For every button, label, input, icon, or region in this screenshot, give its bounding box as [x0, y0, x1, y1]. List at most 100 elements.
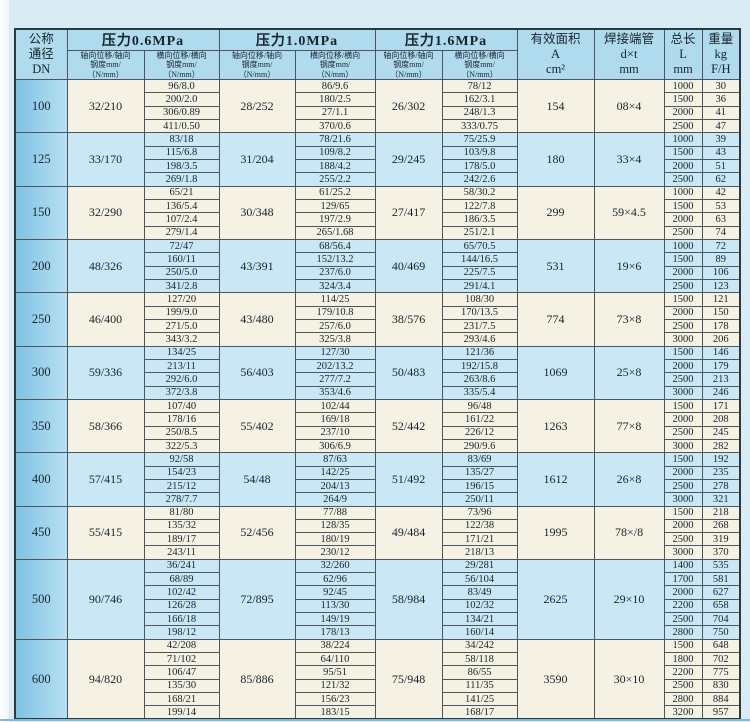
- lateral-value-1-0mpa: 202/13.2: [294, 358, 376, 374]
- table-row: 168/21 156/23 141/25 2800 884: [15, 692, 741, 707]
- weight-cell: 535: [701, 558, 741, 574]
- weight-cell: 30: [701, 78, 741, 94]
- axial-value-1-6mpa: 26/302: [374, 78, 443, 134]
- lateral-value-0-6mpa: 213/11: [143, 358, 220, 374]
- lateral-value-0-6mpa: 271/5.0: [143, 318, 220, 334]
- total-length-cell: 1500: [663, 145, 703, 160]
- page-left-margin: [0, 0, 9, 722]
- total-length-cell: 2500: [663, 612, 703, 627]
- weld-end-pipe-cell: 78×/8: [593, 505, 665, 560]
- dn-cell: 300: [14, 345, 68, 400]
- axial-value-1-0mpa: 43/391: [218, 238, 296, 294]
- lateral-value-0-6mpa: 83/18: [143, 132, 220, 147]
- lateral-value-1-0mpa: 92/45: [294, 585, 376, 600]
- lateral-value-1-6mpa: 160/14: [441, 625, 518, 640]
- lateral-value-1-0mpa: 128/35: [294, 518, 376, 534]
- axial-value-1-6mpa: 40/469: [374, 238, 443, 294]
- total-length-cell: 1000: [663, 78, 703, 94]
- lateral-value-1-6mpa: 144/16.5: [441, 252, 518, 267]
- total-length-cell: 3000: [663, 545, 703, 560]
- table-row: 600 94/820 42/208 85/886 38/224 75/948 34/242 3…: [14, 638, 741, 720]
- effective-area-cell: 1069: [516, 345, 595, 400]
- lateral-value-0-6mpa: 107/2.4: [143, 212, 220, 227]
- lateral-value-1-6mpa: 56/104: [441, 572, 518, 587]
- axial-value-1-6mpa: 75/948: [374, 638, 443, 720]
- lateral-value-1-6mpa: 192/15.8: [441, 358, 518, 374]
- total-length-cell: 1500: [663, 292, 703, 307]
- lateral-value-1-6mpa: 108/30: [441, 292, 518, 307]
- lateral-value-1-6mpa: 102/32: [441, 598, 518, 614]
- lateral-value-0-6mpa: 106/47: [143, 665, 220, 680]
- lateral-value-1-6mpa: 168/17: [441, 705, 518, 720]
- lateral-value-1-0mpa: 121/32: [294, 678, 376, 694]
- table-row: 243/11 230/12 218/13 3000 370: [15, 545, 741, 560]
- lateral-value-1-0mpa: 78/21.6: [294, 132, 376, 147]
- table-row: 100 32/210 96/8.0 28/252 86/9.6 26/302 78/12 15…: [14, 78, 741, 134]
- total-length-cell: 2000: [663, 358, 703, 374]
- weight-cell: 74: [701, 225, 741, 240]
- lateral-value-1-6mpa: 335/5.4: [441, 385, 518, 400]
- total-length-cell: 2500: [663, 318, 703, 334]
- weld-end-pipe-cell: 25×8: [593, 345, 665, 400]
- effective-area-cell: 299: [516, 185, 595, 240]
- lateral-value-1-0mpa: 27/1.1: [294, 105, 376, 120]
- lateral-value-1-6mpa: 83/49: [441, 585, 518, 600]
- effective-area-cell: 3590: [516, 638, 595, 720]
- table-row: 300 59/336 134/25 56/403 127/30 50/483 121/36 1…: [14, 345, 741, 400]
- table-row: 292/6.0 277/7.2 263/8.6 2500 213: [15, 372, 741, 387]
- total-length-cell: 2200: [663, 598, 703, 614]
- lateral-value-1-6mpa: 58/118: [441, 652, 518, 667]
- table-row: 199/14 183/15 168/17 3200 957: [15, 705, 741, 720]
- lateral-value-1-0mpa: 87/63: [294, 452, 376, 467]
- table-row: 411/0.50 370/0.6 333/0.75 2500 47: [15, 118, 741, 134]
- lateral-value-0-6mpa: 199/14: [143, 705, 220, 720]
- weight-cell: 150: [701, 305, 741, 320]
- lateral-value-1-0mpa: 188/4.2: [294, 158, 376, 174]
- axial-value-1-6mpa: 51/492: [374, 452, 443, 507]
- total-length-cell: 2000: [663, 305, 703, 320]
- lateral-value-1-6mpa: 135/27: [441, 465, 518, 480]
- weight-cell: 206: [701, 332, 741, 347]
- weight-cell: 63: [701, 212, 741, 227]
- table-row: 250/8.5 237/10 226/12 2500 245: [15, 425, 741, 440]
- axial-value-0-6mpa: 55/415: [66, 505, 145, 560]
- lateral-value-0-6mpa: 154/23: [143, 465, 220, 480]
- weld-end-pipe-cell: 77×8: [593, 398, 665, 454]
- lateral-value-1-0mpa: 152/13.2: [294, 252, 376, 267]
- weight-cell: 178: [701, 318, 741, 334]
- weld-end-pipe-cell: 29×10: [593, 558, 665, 640]
- lateral-value-1-0mpa: 127/30: [294, 345, 376, 360]
- lateral-value-1-6mpa: 161/22: [441, 412, 518, 427]
- expansion-joint-spec-table: 公称 通径 DN 压力0.6MPa 压力1.0MPa 压力1.6MPa 有效面积…: [14, 28, 742, 721]
- weight-cell: 43: [701, 145, 741, 160]
- header-axial-1.0: 轴向位移/轴向 钢度mm/ （N/mm）: [218, 50, 296, 80]
- axial-value-0-6mpa: 94/820: [66, 638, 145, 720]
- lateral-value-1-6mpa: 111/35: [441, 678, 518, 694]
- lateral-value-1-0mpa: 68/56.4: [294, 238, 376, 254]
- axial-value-1-0mpa: 30/348: [218, 185, 296, 240]
- total-length-cell: 2500: [663, 478, 703, 494]
- lateral-value-0-6mpa: 92/58: [143, 452, 220, 467]
- table-row: 350 58/366 107/40 55/402 102/44 52/442 96/48 12…: [14, 398, 741, 454]
- axial-value-1-6mpa: 49/484: [374, 505, 443, 560]
- effective-area-cell: 154: [516, 78, 595, 134]
- table-row: 250/5.0 237/6.0 225/7.5 2000 106: [15, 265, 741, 280]
- lateral-value-1-6mpa: 78/12: [441, 78, 518, 94]
- table-row: 178/16 169/18 161/22 2000 208: [15, 412, 741, 427]
- total-length-cell: 3000: [663, 438, 703, 454]
- total-length-cell: 2500: [663, 278, 703, 294]
- table-row: 213/11 202/13.2 192/15.8 2000 179: [15, 358, 741, 374]
- axial-value-0-6mpa: 58/366: [66, 398, 145, 454]
- dn-cell: 200: [14, 238, 68, 294]
- lateral-value-1-6mpa: 226/12: [441, 425, 518, 440]
- lateral-value-0-6mpa: 166/18: [143, 612, 220, 627]
- lateral-value-0-6mpa: 250/5.0: [143, 265, 220, 280]
- lateral-value-1-6mpa: 218/13: [441, 545, 518, 560]
- table-row: 200/2.0 180/2.5 162/3.1 1500 36: [15, 92, 741, 107]
- effective-area-cell: 1263: [516, 398, 595, 454]
- table-row: 322/5.3 306/6.9 290/9.6 3000 282: [15, 438, 741, 454]
- lateral-value-1-6mpa: 121/36: [441, 345, 518, 360]
- weight-cell: 658: [701, 598, 741, 614]
- lateral-value-1-0mpa: 237/6.0: [294, 265, 376, 280]
- table-row: 198/12 178/13 160/14 2800 750: [15, 625, 741, 640]
